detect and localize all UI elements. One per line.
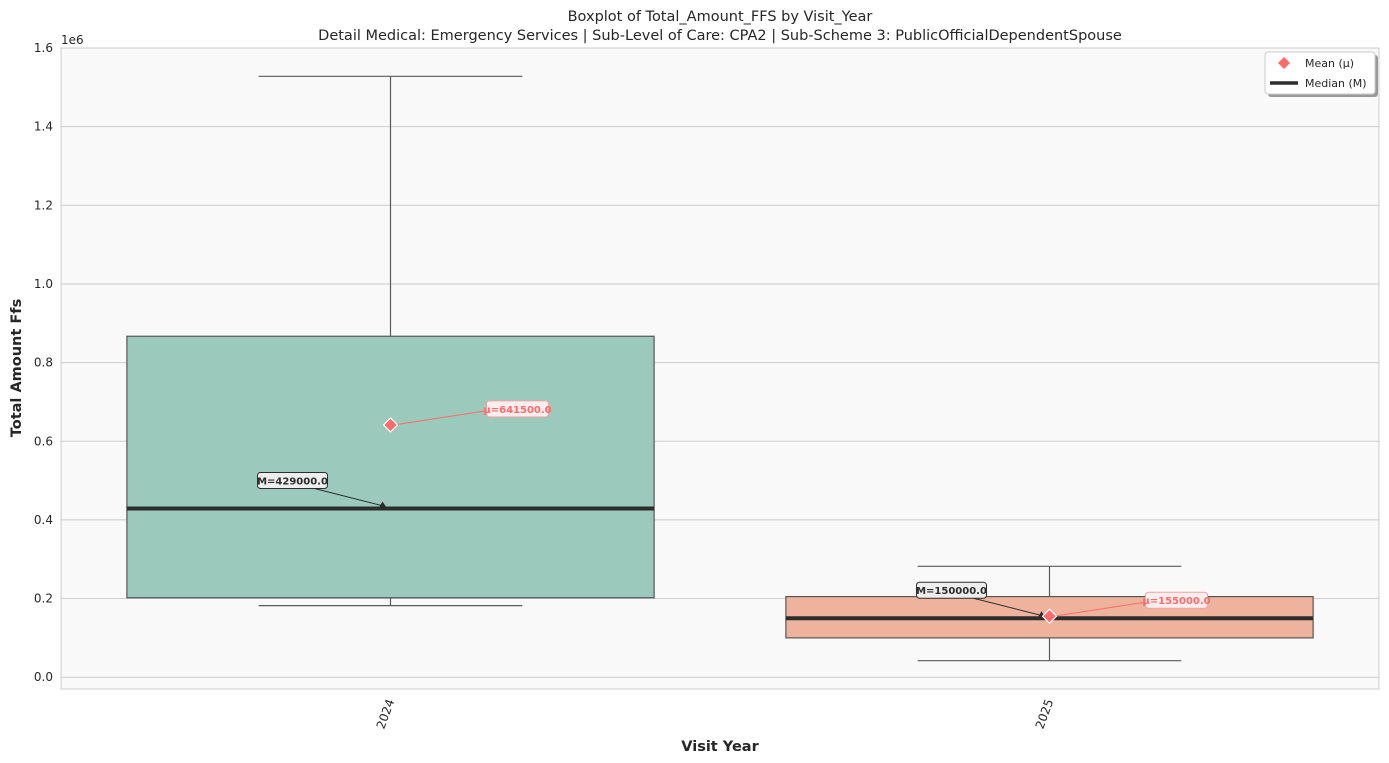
median-label-box bbox=[916, 581, 987, 599]
box-group-2024: M=429000.0 μ=641500.0 bbox=[126, 75, 655, 607]
median-label: M=150000.0 bbox=[916, 586, 987, 597]
mean-label-box bbox=[1145, 591, 1208, 609]
box-group-2025: M=150000.0 μ=155000.0 bbox=[785, 565, 1314, 662]
y-tick-label: 0.6 bbox=[34, 434, 53, 448]
median-arrow bbox=[314, 488, 386, 507]
mean-marker bbox=[1041, 608, 1058, 625]
median-label-box bbox=[257, 471, 328, 489]
mean-label: μ=155000.0 bbox=[1142, 596, 1210, 607]
y-tick-label: 0.4 bbox=[34, 513, 53, 527]
y-tick-label: 0.2 bbox=[34, 592, 53, 606]
y-tick-label: 1.4 bbox=[34, 120, 53, 134]
y-axis-offset-label: 1e6 bbox=[61, 33, 84, 47]
y-tick-label: 0.8 bbox=[34, 356, 53, 370]
chart-subtitle: Detail Medical: Emergency Services | Sub… bbox=[318, 28, 1122, 44]
y-tick-label: 1.6 bbox=[34, 41, 53, 55]
x-tick-label: 2024 bbox=[374, 697, 398, 730]
median-arrow-head bbox=[379, 501, 387, 508]
boxes: M=429000.0 μ=641500.0 M=150000.0 μ=155000.0 bbox=[126, 75, 1314, 662]
chart-title: Boxplot of Total_Amount_FFS by Visit_Yea… bbox=[568, 9, 873, 25]
y-tick-label: 0.0 bbox=[34, 670, 53, 684]
y-tick-label: 1.0 bbox=[34, 277, 53, 291]
legend-mean-marker bbox=[1278, 57, 1290, 69]
mean-connector bbox=[394, 410, 486, 426]
box-body bbox=[126, 335, 655, 599]
y-axis-ticks: 0.0 0.2 0.4 0.6 0.8 1.0 1.2 1.4 1.6 bbox=[34, 41, 53, 684]
y-axis-label: Total Amount Ffs bbox=[9, 299, 25, 437]
legend: Mean (μ) Median (M) bbox=[1264, 51, 1378, 97]
legend-mean-label: Mean (μ) bbox=[1305, 57, 1354, 70]
mean-label-box bbox=[486, 400, 549, 418]
median-arrow bbox=[973, 597, 1045, 617]
grid-lines bbox=[61, 47, 1379, 678]
mean-connector bbox=[1053, 601, 1145, 617]
legend-median-label: Median (M) bbox=[1305, 77, 1367, 90]
x-tick-label: 2025 bbox=[1033, 697, 1057, 730]
median-label: M=429000.0 bbox=[257, 476, 328, 487]
mean-label: μ=641500.0 bbox=[483, 405, 551, 416]
x-axis-label: Visit Year bbox=[681, 739, 759, 755]
y-tick-label: 1.2 bbox=[34, 198, 53, 212]
x-axis-ticks: 2024 2025 bbox=[374, 697, 1057, 730]
mean-marker bbox=[382, 417, 399, 433]
